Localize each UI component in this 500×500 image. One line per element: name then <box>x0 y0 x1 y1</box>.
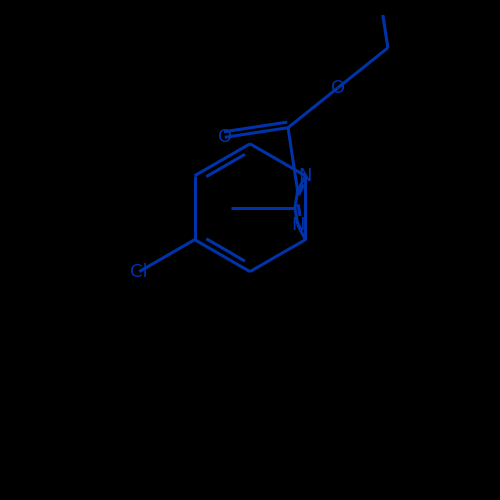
Text: Cl: Cl <box>130 262 148 280</box>
Text: N: N <box>291 216 304 234</box>
Text: O: O <box>218 128 232 146</box>
Text: N: N <box>298 166 312 184</box>
Text: O: O <box>331 79 345 97</box>
